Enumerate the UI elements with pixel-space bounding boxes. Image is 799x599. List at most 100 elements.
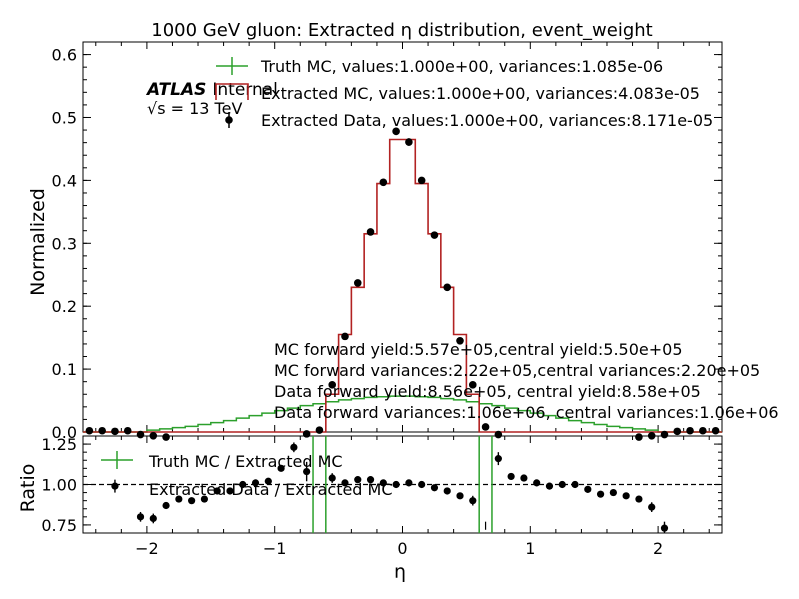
ratio-ytick-labels: 0.75 1.00 1.25	[41, 435, 77, 535]
ratio-data-points	[111, 442, 669, 533]
legend-entry-extracted-mc: Extracted MC, values:1.000e+00, variance…	[215, 83, 700, 103]
main-ytick-label: 0.6	[52, 46, 77, 65]
main-ytick-labels: 0.0 0.1 0.2 0.3 0.4 0.5 0.6	[52, 46, 77, 442]
data-point	[353, 279, 362, 287]
ratio-point	[354, 476, 362, 484]
x-tick-label: −2	[135, 539, 159, 558]
x-tick-label: −1	[263, 539, 287, 558]
ratio-point	[443, 487, 451, 495]
annotation-mc-variances: MC forward variances:2.22e+05,central va…	[274, 361, 760, 380]
truth-mc-histogram	[83, 395, 722, 433]
ratio-legend-label-data: Extracted Data / Extracted MC	[149, 480, 393, 499]
data-point	[98, 426, 106, 435]
data-point	[468, 381, 477, 389]
ratio-point	[622, 492, 630, 500]
ratio-ytick-label: 1.25	[41, 435, 77, 454]
legend-label-extracted-data: Extracted Data, values:1.000e+00, varian…	[261, 111, 713, 130]
ratio-point	[635, 495, 643, 503]
main-ytick-label: 0.4	[52, 171, 77, 190]
ratio-legend: Truth MC / Extracted MC Extracted Data /…	[101, 451, 393, 499]
x-tick-label: 0	[397, 539, 407, 558]
legend-entry-truth-mc: Truth MC, values:1.000e+00, variances:1.…	[216, 57, 663, 76]
ratio-point	[136, 513, 145, 521]
main-panel: 0.0 0.1 0.2 0.3 0.4 0.5 0.6 Normalized ATLAS In…	[27, 41, 779, 442]
atlas-label-suffix: Internal	[212, 80, 278, 100]
ratio-point	[175, 495, 183, 503]
legend-entry-extracted-data: Extracted Data, values:1.000e+00, varian…	[225, 111, 713, 130]
ratio-point	[456, 492, 464, 500]
x-axis-label: η	[394, 561, 406, 583]
ratio-ytick-label: 0.75	[41, 516, 77, 535]
data-point	[136, 430, 145, 439]
ratio-point	[188, 497, 196, 505]
ratio-point	[507, 472, 515, 481]
data-point	[366, 228, 375, 236]
ratio-point	[405, 479, 413, 487]
data-point	[430, 231, 439, 239]
main-ytick-label: 0.3	[52, 234, 77, 253]
ratio-point	[584, 485, 592, 493]
ratio-point	[545, 482, 554, 490]
data-point	[302, 430, 311, 438]
ratio-legend-entry-truth: Truth MC / Extracted MC	[101, 451, 343, 471]
ratio-point	[111, 482, 119, 490]
data-point	[111, 427, 119, 436]
ratio-point	[494, 455, 502, 463]
data-point	[123, 426, 132, 435]
data-point	[456, 336, 464, 345]
data-point	[635, 433, 643, 441]
data-point	[392, 127, 400, 136]
ratio-point	[328, 474, 336, 482]
ratio-ytick-label: 1.00	[41, 476, 77, 495]
ratio-point	[226, 487, 234, 495]
data-point	[417, 176, 426, 185]
ratio-legend-label-truth: Truth MC / Extracted MC	[148, 452, 343, 471]
annotation-mc-yield: MC forward yield:5.57e+05,central yield:…	[274, 340, 683, 359]
main-legend: Truth MC, values:1.000e+00, variances:1.…	[215, 57, 713, 130]
ratio-point	[392, 480, 400, 489]
energy-label: √s = 13 TeV	[147, 99, 242, 118]
legend-label-truth-mc: Truth MC, values:1.000e+00, variances:1.…	[260, 57, 663, 76]
ratio-point	[200, 495, 209, 503]
atlas-label-text: ATLAS	[145, 80, 206, 100]
data-point	[341, 332, 349, 341]
main-ytick-label: 0.2	[52, 297, 77, 316]
data-point	[711, 426, 720, 435]
ratio-point	[558, 480, 566, 489]
data-point	[443, 283, 452, 292]
data-point	[686, 426, 694, 435]
ratio-point	[660, 524, 669, 532]
ratio-panel: 0.75 1.00 1.25 −2 −1 0 1 2 Ratio η Truth MC / …	[17, 435, 723, 583]
ratio-point	[277, 464, 285, 472]
chart-title: 1000 GeV gluon: Extracted η distribution…	[151, 20, 652, 41]
ratio-point	[571, 480, 579, 489]
data-point	[673, 427, 682, 436]
ratio-point	[648, 503, 656, 511]
ratio-point	[149, 514, 157, 523]
ratio-point	[162, 501, 170, 510]
ratio-point	[366, 476, 375, 484]
ratio-point	[430, 484, 439, 492]
ratio-point	[609, 488, 617, 497]
ratio-point	[290, 443, 298, 451]
data-point	[379, 178, 388, 187]
ratio-point	[533, 479, 541, 487]
truth-mc-step-line	[83, 395, 722, 433]
legend-marker-extracted-mc	[215, 83, 249, 100]
yield-annotations: MC forward yield:5.57e+05,central yield:…	[274, 340, 779, 422]
data-point	[85, 426, 94, 435]
extracted-mc-step-line	[83, 138, 722, 433]
annotation-data-variances: Data forward variances:1.06e+06, central…	[274, 403, 779, 422]
ratio-point	[251, 479, 260, 487]
data-point	[328, 381, 337, 389]
ratio-ticks	[83, 435, 722, 534]
ratio-point	[341, 479, 349, 487]
x-tick-label: 2	[653, 539, 663, 558]
ratio-point	[379, 479, 387, 487]
data-point	[660, 430, 669, 439]
main-ytick-label: 0.5	[52, 108, 77, 127]
ratio-point	[239, 480, 247, 489]
data-point	[405, 138, 413, 146]
ratio-point	[469, 497, 477, 505]
